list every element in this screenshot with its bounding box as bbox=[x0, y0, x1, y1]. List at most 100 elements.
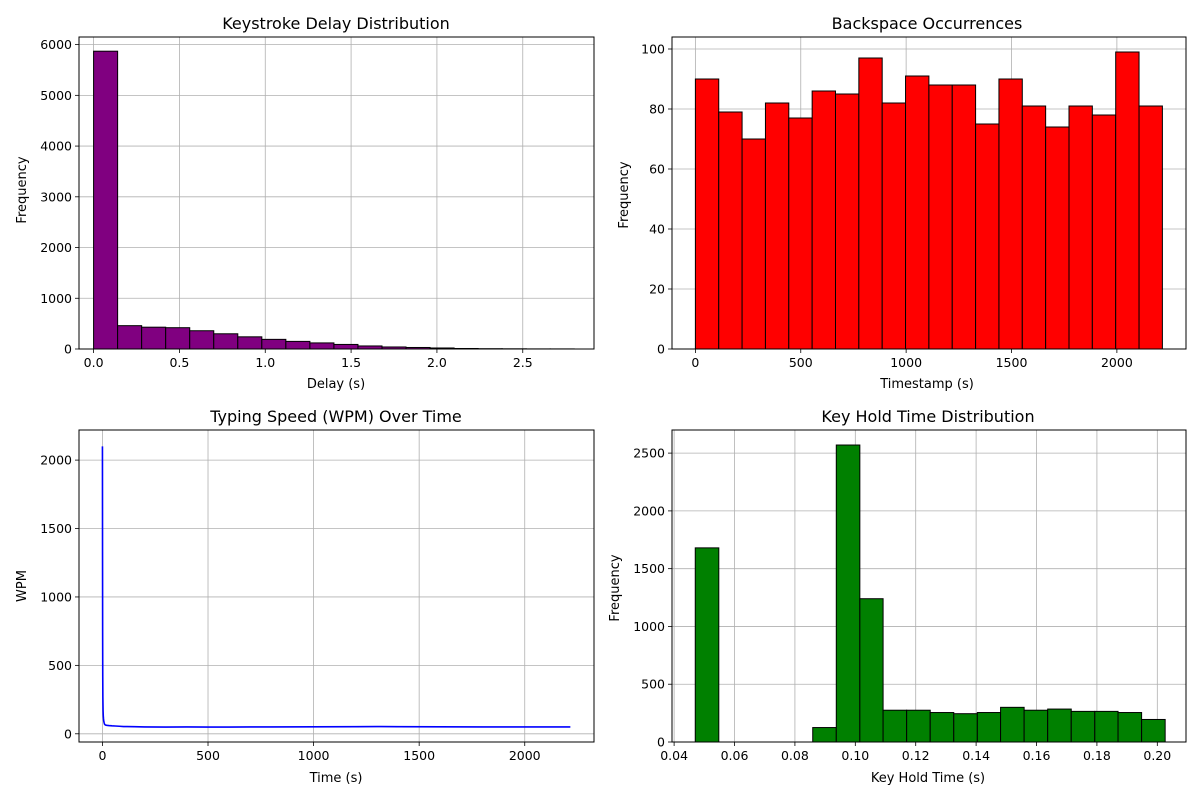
plot-frame bbox=[671, 36, 1187, 350]
plot-frame bbox=[78, 429, 595, 743]
histogram-bar bbox=[1115, 51, 1140, 350]
panel-keystroke-delay: Keystroke Delay Distribution 0.0 0.5 1.0 1.… bbox=[15, 14, 595, 392]
histogram-bar bbox=[189, 330, 215, 350]
x-axis-label: Delay (s) bbox=[307, 377, 365, 392]
x-tick-label: 0 bbox=[691, 355, 699, 370]
y-axis-label: Frequency bbox=[608, 554, 623, 621]
y-axis-label: Frequency bbox=[15, 156, 30, 223]
panel-typing-speed: Typing Speed (WPM) Over Time 0 500 1000 150… bbox=[15, 407, 595, 786]
histogram-bar bbox=[1021, 105, 1047, 350]
y-axis-label: Frequency bbox=[617, 161, 632, 228]
y-tick-label: 3000 bbox=[40, 189, 72, 204]
x-tick-label: 1.0 bbox=[255, 355, 275, 370]
x-tick-label: 2000 bbox=[509, 748, 541, 763]
y-tick-label: 1000 bbox=[633, 619, 665, 634]
x-axis-ticks: 0 500 1000 1500 2000 bbox=[98, 742, 541, 763]
plot-frame bbox=[671, 429, 1187, 743]
x-axis-label: Key Hold Time (s) bbox=[871, 771, 985, 786]
histogram-bar bbox=[93, 50, 119, 350]
y-tick-label: 0 bbox=[657, 342, 665, 357]
histogram-bar bbox=[261, 338, 287, 350]
histogram-bar bbox=[929, 712, 955, 743]
x-axis-label: Timestamp (s) bbox=[879, 377, 974, 392]
histogram-bar bbox=[1045, 126, 1070, 350]
y-tick-label: 500 bbox=[48, 658, 72, 673]
x-tick-label: 0 bbox=[98, 748, 106, 763]
chart-title: Typing Speed (WPM) Over Time bbox=[209, 407, 462, 426]
histogram-bar bbox=[858, 57, 883, 350]
x-tick-label: 500 bbox=[196, 748, 220, 763]
histogram-bar bbox=[1117, 712, 1143, 743]
x-tick-label: 0.04 bbox=[660, 748, 688, 763]
histogram-bar bbox=[1138, 105, 1163, 350]
y-tick-label: 4000 bbox=[40, 139, 72, 154]
x-tick-label: 2.0 bbox=[427, 355, 447, 370]
histogram-bar bbox=[237, 336, 263, 350]
panel-backspace: Backspace Occurrences 0 500 1000 1500 2000 0… bbox=[617, 14, 1187, 392]
histogram-bar bbox=[1068, 105, 1093, 350]
histogram-bar bbox=[882, 709, 908, 743]
histogram-bar bbox=[309, 342, 335, 350]
y-axis-label: WPM bbox=[15, 570, 30, 602]
y-tick-label: 60 bbox=[649, 162, 665, 177]
y-tick-label: 20 bbox=[649, 282, 665, 297]
histogram-bar bbox=[165, 327, 191, 350]
x-axis-ticks: 0.0 0.5 1.0 1.5 2.0 2.5 bbox=[84, 349, 533, 370]
x-tick-label: 1000 bbox=[298, 748, 330, 763]
histogram-bar bbox=[834, 93, 860, 350]
histogram-bar bbox=[141, 326, 167, 350]
x-tick-label: 0.10 bbox=[841, 748, 869, 763]
y-tick-label: 0 bbox=[64, 342, 72, 357]
histogram-bar bbox=[812, 727, 837, 743]
histogram-bar bbox=[1070, 710, 1096, 743]
x-tick-label: 0.0 bbox=[84, 355, 104, 370]
x-tick-label: 0.5 bbox=[169, 355, 189, 370]
histogram-bar bbox=[1094, 710, 1119, 743]
y-tick-label: 40 bbox=[649, 222, 665, 237]
y-tick-label: 1000 bbox=[40, 291, 72, 306]
histogram-bar bbox=[859, 598, 884, 743]
y-tick-label: 5000 bbox=[40, 88, 72, 103]
y-axis-ticks: 0 500 1000 1500 2000 2500 bbox=[633, 446, 672, 750]
chart-title: Keystroke Delay Distribution bbox=[222, 14, 450, 33]
histogram-bar bbox=[835, 444, 861, 743]
x-tick-label: 0.16 bbox=[1023, 748, 1051, 763]
y-tick-label: 0 bbox=[64, 726, 72, 741]
y-tick-label: 2000 bbox=[40, 240, 72, 255]
histogram-bar bbox=[694, 547, 720, 743]
histogram-bar bbox=[976, 712, 1002, 743]
x-tick-label: 2.5 bbox=[513, 355, 533, 370]
x-tick-label: 1500 bbox=[403, 748, 435, 763]
x-axis-ticks: 0.04 0.06 0.08 0.10 0.12 0.14 0.16 0.18 0.20 bbox=[660, 742, 1171, 763]
histogram-bar bbox=[333, 343, 359, 350]
histogram-bar bbox=[953, 713, 978, 743]
chart-title: Backspace Occurrences bbox=[832, 14, 1023, 33]
x-tick-label: 1.5 bbox=[341, 355, 361, 370]
y-tick-label: 80 bbox=[649, 102, 665, 117]
histogram-bar bbox=[788, 117, 813, 350]
histogram-bar bbox=[928, 84, 953, 350]
chart-title: Key Hold Time Distribution bbox=[821, 407, 1034, 426]
y-tick-label: 2000 bbox=[633, 503, 665, 518]
histogram-bar bbox=[285, 340, 311, 350]
histogram-bar bbox=[1141, 718, 1166, 743]
histogram-bars bbox=[694, 51, 1163, 350]
y-tick-label: 100 bbox=[641, 42, 665, 57]
x-tick-label: 1000 bbox=[890, 355, 922, 370]
y-tick-label: 2500 bbox=[633, 446, 665, 461]
histogram-bar bbox=[881, 102, 907, 350]
y-tick-label: 1500 bbox=[633, 561, 665, 576]
histogram-bar bbox=[718, 111, 743, 350]
panel-key-hold: Key Hold Time Distribution 0.04 0.06 0.08 0… bbox=[608, 407, 1187, 786]
x-tick-label: 0.06 bbox=[721, 748, 749, 763]
histogram-bars bbox=[694, 444, 1166, 743]
y-tick-label: 1500 bbox=[40, 521, 72, 536]
x-tick-label: 0.18 bbox=[1083, 748, 1111, 763]
y-tick-label: 1000 bbox=[40, 589, 72, 604]
histogram-bar bbox=[1023, 709, 1049, 743]
histogram-bar bbox=[951, 84, 977, 350]
x-tick-label: 500 bbox=[789, 355, 813, 370]
histogram-bar bbox=[906, 709, 931, 743]
histogram-bar bbox=[1047, 708, 1072, 743]
x-tick-label: 0.08 bbox=[781, 748, 809, 763]
